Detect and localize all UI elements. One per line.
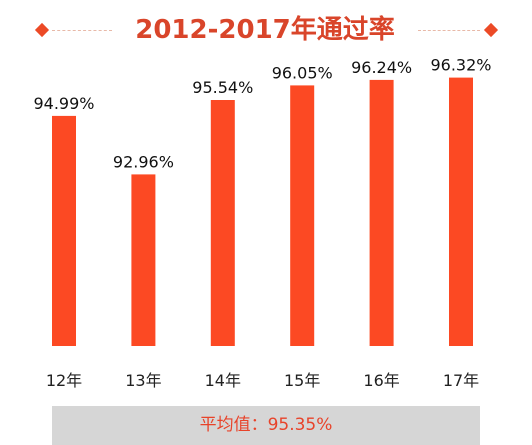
data-label-0: 94.99%: [33, 94, 94, 113]
chart-title: 2012-2017年通过率: [135, 15, 395, 45]
data-label-4: 96.24%: [351, 58, 412, 77]
data-label-5: 96.32%: [430, 56, 491, 75]
x-tick-label-1: 13年: [125, 371, 161, 390]
dash-line-right: [418, 30, 480, 31]
x-tick-label-0: 12年: [46, 371, 82, 390]
data-label-3: 96.05%: [272, 63, 333, 82]
bar-1: [131, 174, 156, 346]
dash-line-left: [52, 30, 112, 31]
average-box: 平均值：95.35%: [52, 406, 480, 445]
title-row: 2012-2017年通过率: [0, 12, 532, 48]
average-value: 平均值：95.35%: [199, 415, 333, 435]
bar-3: [290, 85, 315, 347]
data-label-1: 92.96%: [113, 152, 174, 171]
x-tick-label-5: 17年: [443, 371, 479, 390]
x-tick-label-3: 15年: [284, 371, 320, 390]
x-tick-label-4: 16年: [363, 371, 399, 390]
bar-2: [210, 100, 235, 346]
data-label-2: 95.54%: [192, 78, 253, 97]
bar-0: [52, 115, 76, 347]
bar-4: [369, 79, 394, 347]
bar-chart: 94.99% 12年 92.96% 13年 95.54% 14年 96.05% 15年 96.2…: [33, 56, 491, 390]
bar-5: [449, 77, 473, 346]
x-tick-label-2: 14年: [205, 371, 241, 390]
